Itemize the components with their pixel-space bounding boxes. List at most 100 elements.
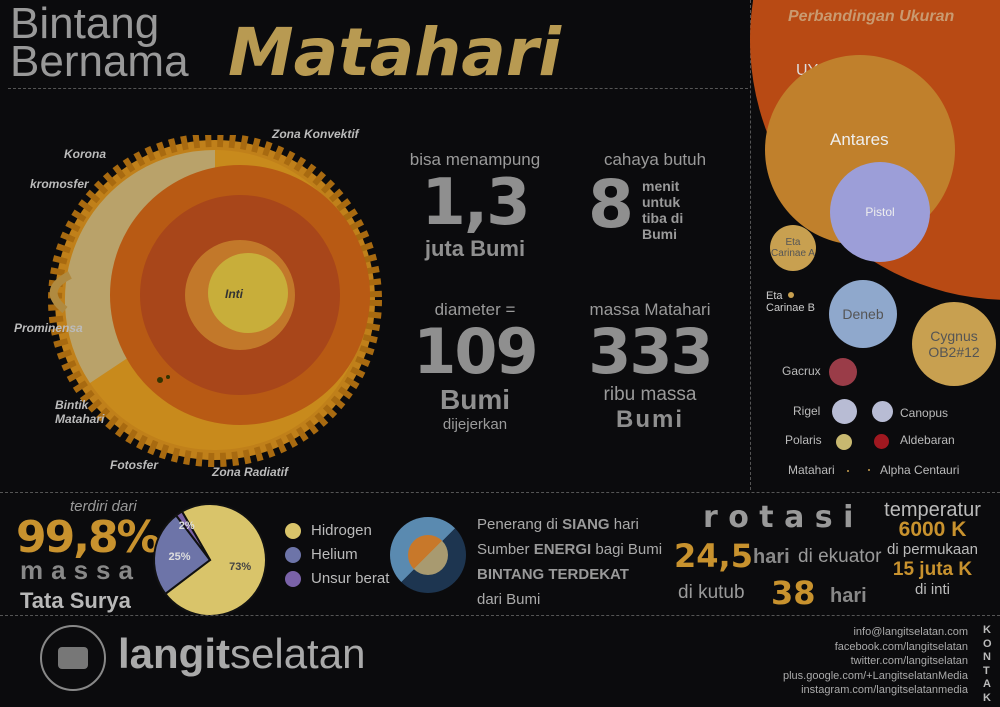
rotation-equator-label: di ekuator bbox=[798, 546, 882, 567]
star-canopus bbox=[872, 401, 893, 422]
roles-text: Penerang di SIANG hari Sumber ENERGI bag… bbox=[477, 516, 663, 608]
legend-item: Hidrogen bbox=[285, 522, 389, 539]
fact-label: massa Matahari bbox=[589, 300, 711, 319]
centaur-icon bbox=[58, 647, 88, 669]
temperature-block: temperatur 6000 K di permukaan 15 juta K… bbox=[880, 500, 985, 600]
label-prominensa: Prominensa bbox=[14, 321, 83, 335]
comparison-title: Perbandingan Ukuran bbox=[788, 8, 955, 25]
star-eta-carinae-a: Eta Carinae A bbox=[770, 225, 816, 271]
title-line1: Bintang bbox=[10, 0, 160, 48]
star-label: Canopus bbox=[900, 406, 949, 420]
fact-sub: Bumi bbox=[616, 406, 684, 433]
temperature-title: temperatur bbox=[884, 499, 981, 521]
day-night-icon bbox=[390, 517, 466, 593]
star-label: Aldebaran bbox=[900, 433, 955, 447]
pie-slice-unsur-berat bbox=[174, 510, 211, 561]
title-line2: Bernama bbox=[10, 37, 189, 86]
star-label: Alpha Centauri bbox=[880, 463, 960, 477]
star-label: Matahari bbox=[788, 463, 835, 477]
fact-unit: juta Bumi bbox=[424, 236, 526, 261]
legend-item: Unsur berat bbox=[285, 570, 389, 587]
rotation-equator-value: 24,5 bbox=[674, 537, 753, 575]
contact-email[interactable]: info@langitselatan.com bbox=[853, 626, 968, 638]
core bbox=[208, 253, 288, 333]
contact-list: info@langitselatan.com facebook.com/lang… bbox=[783, 625, 968, 698]
legend-label: Unsur berat bbox=[311, 570, 390, 587]
star-polaris bbox=[836, 434, 852, 450]
star-deneb: Deneb bbox=[829, 280, 897, 348]
label-inti: Inti bbox=[225, 287, 243, 301]
star-label: Gacrux bbox=[782, 364, 821, 378]
star-eta-carinae-b bbox=[788, 292, 794, 298]
label-zona-radiatif: Zona Radiatif bbox=[212, 465, 289, 479]
divider bbox=[0, 492, 1000, 493]
temperature-surface-label: di permukaan bbox=[887, 541, 978, 558]
contact-twitter[interactable]: twitter.com/langitselatan bbox=[850, 655, 968, 667]
star-rigel bbox=[832, 399, 857, 424]
fact-capacity: bisa menampung 1,3 juta Bumi bbox=[395, 150, 555, 262]
pie-data-label: 73% bbox=[229, 561, 251, 573]
fact-sub: dijejerkan bbox=[442, 416, 508, 433]
mass-top: terdiri dari bbox=[70, 498, 137, 515]
title-main: Matahari bbox=[228, 14, 561, 91]
label-fotosfer: Fotosfer bbox=[110, 458, 158, 472]
fact-unit: menit untuk tiba di Bumi bbox=[642, 178, 684, 242]
star-label: Polaris bbox=[785, 433, 822, 447]
pie-legend: Hidrogen Helium Unsur berat bbox=[285, 522, 389, 587]
mass-bottom: Tata Surya bbox=[20, 588, 131, 613]
divider bbox=[750, 0, 751, 490]
star-label: Eta Carinae B bbox=[766, 290, 815, 314]
legend-swatch bbox=[285, 546, 301, 563]
prominence bbox=[49, 271, 72, 314]
star-cygnus: Cygnus OB2#12 bbox=[912, 302, 996, 386]
contact-googleplus[interactable]: plus.google.com/+LangitselatanMedia bbox=[783, 669, 968, 682]
temperature-core-label: di inti bbox=[914, 581, 951, 598]
fact-label: cahaya butuh bbox=[603, 150, 707, 169]
rotation-pole-label: di kutub bbox=[678, 582, 745, 603]
star-label: Rigel bbox=[793, 404, 821, 418]
pie-data-label: 2% bbox=[179, 520, 195, 532]
label-kromosfer: kromosfer bbox=[30, 177, 89, 191]
star-aldebaran bbox=[874, 434, 889, 449]
mass-value: 99,8% bbox=[16, 512, 161, 563]
legend-item: Helium bbox=[285, 546, 389, 563]
brand-name[interactable]: langitselatan bbox=[118, 630, 366, 677]
temperature-surface: 6000 K bbox=[898, 518, 967, 541]
label-korona: Korona bbox=[64, 147, 106, 161]
mass-unit: massa bbox=[20, 555, 141, 585]
contact-facebook[interactable]: facebook.com/langitselatan bbox=[834, 640, 968, 653]
temperature-core: 15 juta K bbox=[892, 559, 973, 580]
pie-data-label: 25% bbox=[168, 551, 190, 563]
fact-diameter: diameter = 109 Bumi dijejerkan bbox=[395, 300, 555, 433]
contact-instagram[interactable]: instagram.com/langitselatanmedia bbox=[801, 684, 968, 696]
contact-label: KONTAK bbox=[983, 624, 992, 704]
rotation-pole-unit: hari bbox=[830, 585, 867, 607]
sun-diagram bbox=[48, 135, 382, 467]
fact-unit: ribu massa bbox=[603, 384, 697, 405]
legend-label: Hidrogen bbox=[311, 522, 372, 539]
legend-swatch bbox=[285, 570, 301, 587]
star-matahari bbox=[847, 470, 849, 472]
fact-label: bisa menampung bbox=[409, 150, 541, 169]
rotation-equator-unit: hari bbox=[753, 546, 790, 568]
composition-pie-chart: 73% 25% 2% bbox=[153, 503, 267, 617]
star-alpha-centauri bbox=[868, 469, 870, 471]
fact-unit: Bumi bbox=[440, 384, 510, 415]
label-bintik: Bintik Matahari bbox=[55, 398, 105, 426]
fact-mass: massa Matahari 333 ribu massa Bumi bbox=[570, 300, 730, 434]
label-zona-konvektif: Zona Konvektif bbox=[272, 127, 359, 141]
fact-label: diameter = bbox=[434, 300, 516, 319]
star-pistol: Pistol bbox=[830, 162, 930, 262]
langitselatan-logo bbox=[40, 625, 106, 691]
divider bbox=[8, 88, 748, 89]
rotation-title: r o t a s i bbox=[703, 500, 854, 535]
legend-label: Helium bbox=[311, 546, 358, 563]
fact-value: 1,3 bbox=[421, 166, 530, 240]
fact-value: 109 bbox=[413, 315, 538, 388]
fact-light-time: cahaya butuh 8 menit untuk tiba di Bumi bbox=[580, 150, 730, 242]
fact-value: 333 bbox=[588, 315, 713, 388]
star-gacrux bbox=[829, 358, 857, 386]
pie-slice-hidrogen bbox=[163, 503, 267, 617]
legend-swatch bbox=[285, 522, 301, 539]
rotation-pole-value: 38 bbox=[771, 574, 816, 612]
